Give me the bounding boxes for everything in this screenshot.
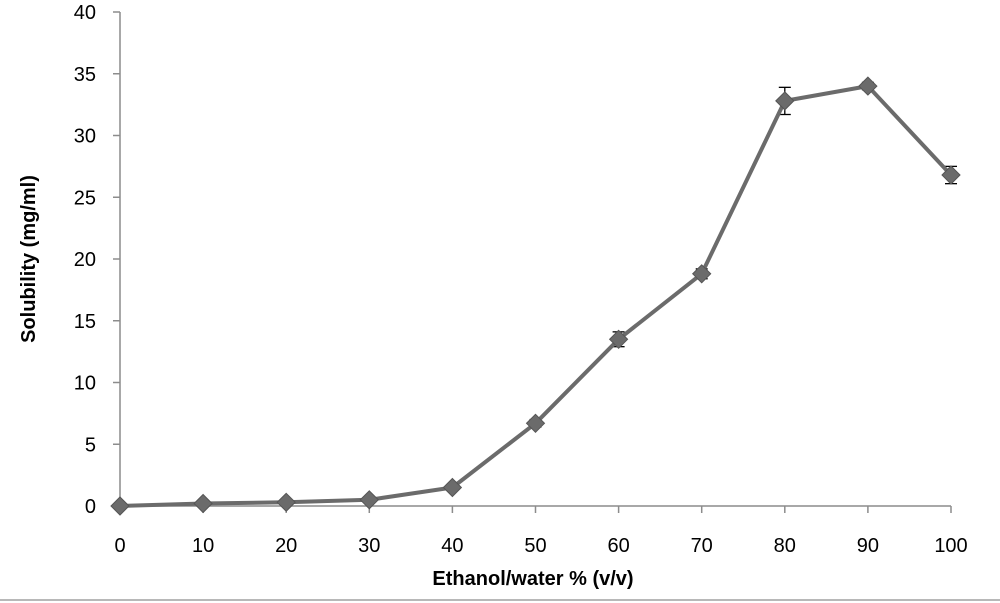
data-point-marker [775,91,795,111]
y-tick-label: 20 [74,249,96,271]
error-bars [114,81,957,508]
y-tick-label: 35 [74,64,96,86]
y-tick-label: 30 [74,126,96,148]
x-tick-label: 20 [275,535,297,557]
bottom-border-rule [0,599,1000,601]
y-tick-label: 5 [85,434,96,456]
data-point-marker [608,329,629,350]
x-tick-label: 90 [857,535,879,557]
x-tick-label: 40 [441,535,463,557]
y-tick-label: 0 [85,496,96,518]
y-tick-label: 10 [74,373,96,395]
x-axis-title: Ethanol/water % (v/v) [432,568,633,590]
x-tick-label: 60 [607,535,629,557]
x-tick-label: 100 [934,535,967,557]
data-point-marker [941,165,961,185]
data-point-marker [193,493,213,514]
x-tick-label: 10 [192,535,214,557]
y-tick-label: 25 [74,187,96,209]
data-point-marker [276,492,296,513]
series-line [118,84,953,508]
x-tick-label: 0 [114,535,125,557]
data-point-marker [359,490,380,510]
data-point-marker [442,477,463,498]
x-tick-label: 50 [524,535,546,557]
series-line-group [118,84,953,508]
x-axis-ticks: 0 10 20 30 40 50 60 70 80 90 100 [114,506,968,557]
x-tick-label: 80 [774,535,796,557]
x-tick-label: 70 [691,535,713,557]
data-point-marker [525,413,546,434]
y-axis-ticks: 0 5 10 15 20 25 30 35 40 [74,2,120,518]
y-axis-title: Solubility (mg/ml) [18,175,40,343]
data-point-marker [110,496,130,516]
data-point-marker [691,264,712,284]
y-tick-label: 40 [74,2,96,24]
data-point-marker [858,76,878,96]
y-tick-label: 15 [74,311,96,333]
data-markers [110,76,961,516]
x-tick-label: 30 [358,535,380,557]
